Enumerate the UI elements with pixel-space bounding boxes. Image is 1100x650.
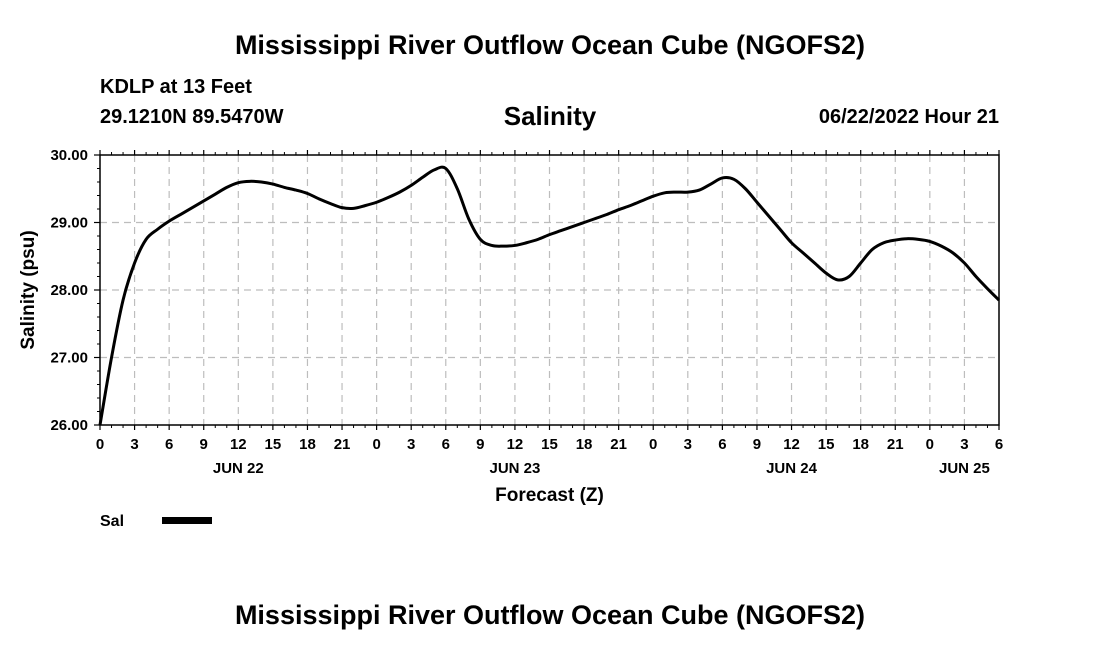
x-tick-label: 3 [130, 436, 138, 453]
x-axis-title: Forecast (Z) [495, 485, 604, 506]
x-tick-label: 3 [407, 436, 415, 453]
x-tick-label: 21 [610, 436, 627, 453]
date-label: JUN 24 [766, 460, 818, 477]
chart-grid [100, 155, 999, 425]
y-tick-label: 27.00 [50, 350, 88, 367]
x-tick-label: 12 [230, 436, 247, 453]
legend-swatch-sal [162, 517, 212, 524]
footer-title: Mississippi River Outflow Ocean Cube (NG… [234, 600, 866, 630]
chart-title: Mississippi River Outflow Ocean Cube (NG… [234, 30, 866, 60]
y-tick-label: 30.00 [50, 147, 88, 164]
x-tick-label: 12 [783, 436, 800, 453]
date-label: JUN 23 [489, 460, 540, 477]
station-label: KDLP at 13 Feet [100, 76, 252, 98]
legend-label-sal: Sal [100, 513, 124, 530]
x-tick-label: 18 [576, 436, 593, 453]
x-tick-label: 18 [299, 436, 316, 453]
x-tick-label: 3 [684, 436, 692, 453]
forecast-timestamp: 06/22/2022 Hour 21 [818, 106, 999, 128]
x-tick-label: 6 [718, 436, 726, 453]
parameter-title: Salinity [503, 101, 597, 131]
x-tick-label: 0 [96, 436, 104, 453]
date-label: JUN 25 [939, 460, 990, 477]
x-tick-label: 3 [960, 436, 968, 453]
x-tick-label: 9 [476, 436, 484, 453]
x-tick-label: 15 [818, 436, 835, 453]
x-tick-label: 0 [926, 436, 934, 453]
x-tick-label: 9 [200, 436, 208, 453]
y-tick-label: 28.00 [50, 282, 88, 299]
x-tick-label: 21 [887, 436, 904, 453]
x-tick-label: 6 [165, 436, 173, 453]
x-tick-label: 18 [852, 436, 869, 453]
x-tick-label: 9 [753, 436, 761, 453]
station-coords: 29.1210N 89.5470W [100, 106, 284, 128]
series-line-sal [98, 165, 1001, 426]
plot-frame [99, 154, 1000, 426]
x-tick-label: 6 [995, 436, 1003, 453]
axis-labels: 0 3 6 9 12 15 18 21 0 3 6 9 12 15 18 21 0 3 6 9 12 15 18 21 0 3 6 2… [50, 147, 1003, 477]
legend: Sal [100, 513, 212, 530]
x-tick-label: 0 [649, 436, 657, 453]
x-tick-label: 6 [442, 436, 450, 453]
x-tick-label: 21 [334, 436, 351, 453]
y-axis-title: Salinity (psu) [18, 230, 39, 349]
x-tick-label: 12 [507, 436, 524, 453]
y-tick-label: 26.00 [50, 417, 88, 434]
x-tick-label: 15 [265, 436, 282, 453]
y-tick-label: 29.00 [50, 215, 88, 232]
date-label: JUN 22 [213, 460, 264, 477]
x-tick-label: 0 [372, 436, 380, 453]
x-tick-label: 15 [541, 436, 558, 453]
